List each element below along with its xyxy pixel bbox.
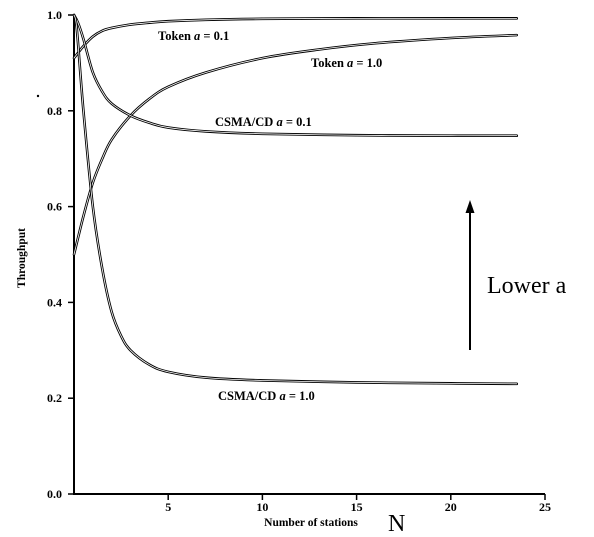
y-tick-label: 0.8 xyxy=(47,104,62,118)
lower-a-arrow-head xyxy=(465,200,475,213)
series-line-highlight-csma-cd-a-1.0 xyxy=(73,14,518,385)
x-tick-label: 20 xyxy=(445,500,457,514)
y-tick-label: 0.6 xyxy=(47,200,62,214)
x-axis-ticks: 5 10 15 20 25 xyxy=(165,494,551,514)
y-tick-label: 0.4 xyxy=(47,295,62,309)
series-line-csma-cd-a-1.0 xyxy=(72,13,519,386)
y-axis-label: Throughput xyxy=(16,228,28,288)
series-line-highlight-token-a-1.0 xyxy=(73,34,518,255)
series-line-highlight-token-a-0.1 xyxy=(73,17,518,59)
series-label-token-a-1.0: Token a = 1.0 xyxy=(311,56,382,70)
x-tick-label: 15 xyxy=(351,500,363,514)
series-line-token-a-1.0 xyxy=(72,33,519,256)
x-tick-label: 10 xyxy=(256,500,268,514)
annotation-lower-a: Lower a xyxy=(487,273,567,299)
y-axis-ticks: 0.0 0.2 0.4 0.6 0.8 1.0 xyxy=(47,8,74,501)
series-line-highlight-csma-cd-a-0.1 xyxy=(73,14,518,137)
series-label-token-a-0.1: Token a = 0.1 xyxy=(158,29,229,43)
x-tick-label: 25 xyxy=(539,500,551,514)
x-tick-label: 5 xyxy=(165,500,171,514)
y-tick-label: 0.2 xyxy=(47,391,62,405)
x-axis-label: Number of stations xyxy=(264,517,358,529)
series-lines xyxy=(72,13,519,386)
series-label-csma-a-1.0: CSMA/CD a = 1.0 xyxy=(218,389,315,403)
stray-dot xyxy=(36,94,40,98)
x-axis-variable-label: N xyxy=(388,511,405,537)
series-label-csma-a-0.1: CSMA/CD a = 0.1 xyxy=(215,115,312,129)
y-tick-label: 0.0 xyxy=(47,487,62,501)
y-tick-label: 1.0 xyxy=(47,8,62,22)
